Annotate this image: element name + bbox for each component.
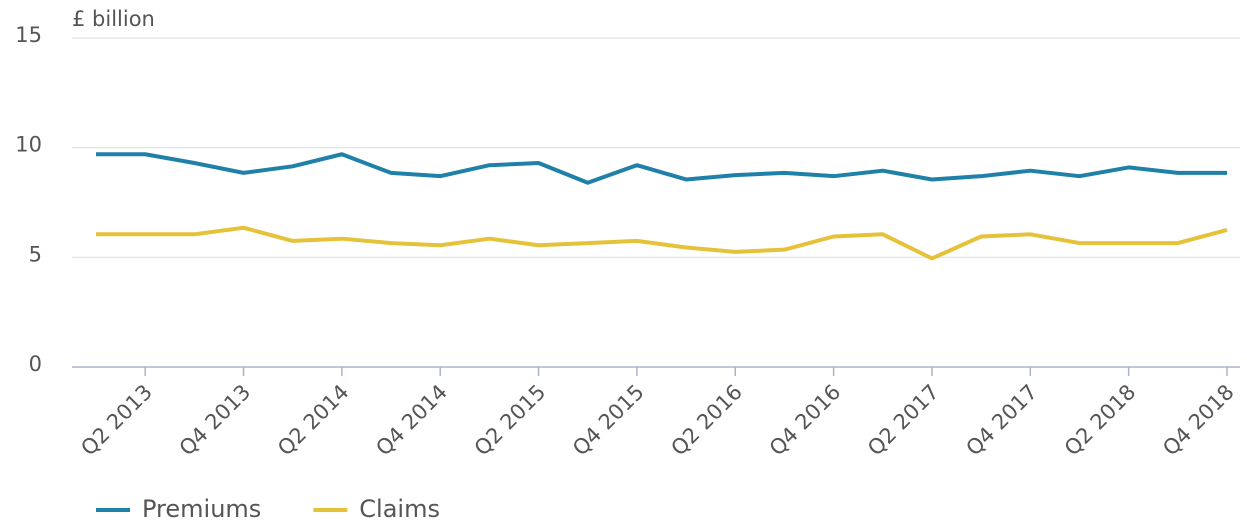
legend-label: Premiums [142,495,261,523]
x-tick-label: Q4 2014 [371,380,452,461]
y-tick-label: 0 [29,352,42,376]
y-tick-label: 15 [15,23,42,47]
x-tick-label: Q4 2016 [765,380,846,461]
x-tick-label: Q2 2016 [666,380,747,461]
x-tick-label: Q2 2013 [76,380,157,461]
y-tick-label: 5 [29,242,42,266]
x-tick-label: Q4 2018 [1158,380,1239,461]
x-tick-label: Q4 2013 [175,380,256,461]
x-tick-label: Q2 2015 [470,380,551,461]
x-tick-label: Q2 2018 [1060,380,1141,461]
x-tick-label: Q4 2015 [568,380,649,461]
x-tick-label: Q2 2014 [273,380,354,461]
x-tick-label: Q2 2017 [863,380,944,461]
legend-label: Claims [359,495,440,523]
series-line [96,225,1228,261]
series-line [96,152,1227,185]
x-tick-label: Q4 2017 [961,380,1042,461]
y-axis-label: £ billion [72,7,155,31]
y-tick-label: 10 [15,133,42,157]
